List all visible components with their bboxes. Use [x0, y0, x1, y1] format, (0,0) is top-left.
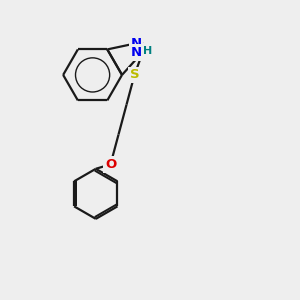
Text: O: O	[105, 158, 116, 171]
Text: N: N	[136, 45, 147, 58]
Text: H: H	[143, 46, 152, 56]
Text: N: N	[131, 46, 142, 59]
Text: N: N	[130, 37, 142, 50]
Text: N: N	[136, 46, 147, 59]
Text: S: S	[130, 68, 139, 81]
